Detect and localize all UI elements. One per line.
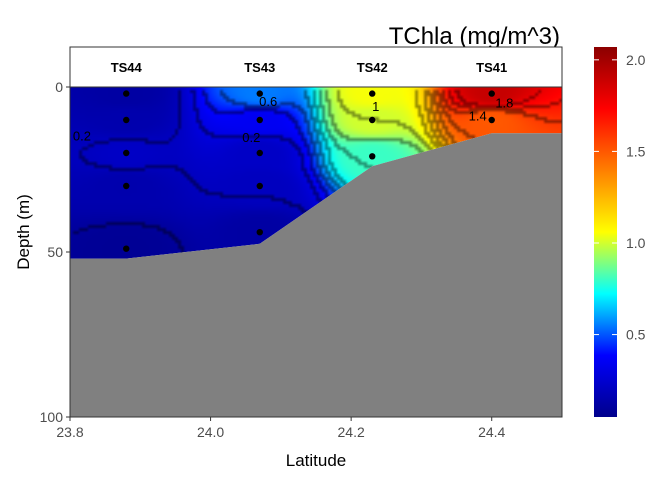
y-axis-title: Depth (m) xyxy=(14,194,33,270)
sample-point xyxy=(123,149,130,157)
colorbar-tick-label: 2.0 xyxy=(626,52,646,68)
sample-point xyxy=(369,90,376,97)
x-tick-label: 23.8 xyxy=(56,424,83,440)
sample-point xyxy=(123,182,130,190)
contour-label: 1.8 xyxy=(495,96,513,111)
colorbar-ticks: 0.5 1.0 1.5 2.0 xyxy=(594,52,646,343)
colorbar-gradient xyxy=(594,47,617,417)
contour-label: 1 xyxy=(372,99,379,114)
sample-point xyxy=(369,153,376,160)
sample-point xyxy=(256,229,263,236)
contour-label: 0.2 xyxy=(242,130,260,145)
sample-point xyxy=(123,116,130,124)
station-labels: TS44 TS43 TS42 TS41 xyxy=(111,60,508,75)
sample-point xyxy=(369,116,376,124)
colorbar-tick-label: 1.5 xyxy=(626,143,646,159)
contour-label: 1.4 xyxy=(469,109,487,124)
x-axis: 23.8 24.0 24.2 24.4 xyxy=(56,417,506,440)
sample-point xyxy=(488,90,495,97)
sample-point xyxy=(256,182,263,190)
station-label: TS43 xyxy=(244,60,275,75)
seafloor xyxy=(70,133,562,417)
plot-panel: 0.2 0.6 0.2 1 1.4 1.8 xyxy=(69,86,563,418)
y-tick-label: 0 xyxy=(55,79,63,95)
contour-label: 0.2 xyxy=(73,129,91,144)
x-axis-title: Latitude xyxy=(286,451,347,470)
x-tick-label: 24.2 xyxy=(338,424,365,440)
colorbar-tick-label: 1.0 xyxy=(626,235,646,251)
sample-point xyxy=(488,116,495,124)
sample-point xyxy=(256,90,263,97)
contour-labels: 0.2 0.6 0.2 1 1.4 1.8 xyxy=(73,94,513,145)
x-tick-label: 24.0 xyxy=(197,424,224,440)
sample-points xyxy=(123,90,495,252)
sample-point xyxy=(123,90,130,97)
chart-title: TChla (mg/m^3) xyxy=(389,23,560,50)
station-label: TS44 xyxy=(111,60,143,75)
sample-point xyxy=(123,245,130,252)
y-tick-label: 50 xyxy=(47,244,63,260)
sample-point xyxy=(256,116,263,124)
colorbar: 0.5 1.0 1.5 2.0 xyxy=(594,47,646,417)
contour-label: 0.6 xyxy=(259,94,277,109)
station-label: TS41 xyxy=(476,60,507,75)
station-strip xyxy=(69,46,563,88)
x-tick-label: 24.4 xyxy=(478,424,505,440)
sample-point xyxy=(256,149,263,157)
station-label: TS42 xyxy=(357,60,388,75)
y-tick-label: 100 xyxy=(40,409,64,425)
colorbar-tick-label: 0.5 xyxy=(626,327,646,343)
y-axis: 0 50 100 xyxy=(40,79,70,425)
